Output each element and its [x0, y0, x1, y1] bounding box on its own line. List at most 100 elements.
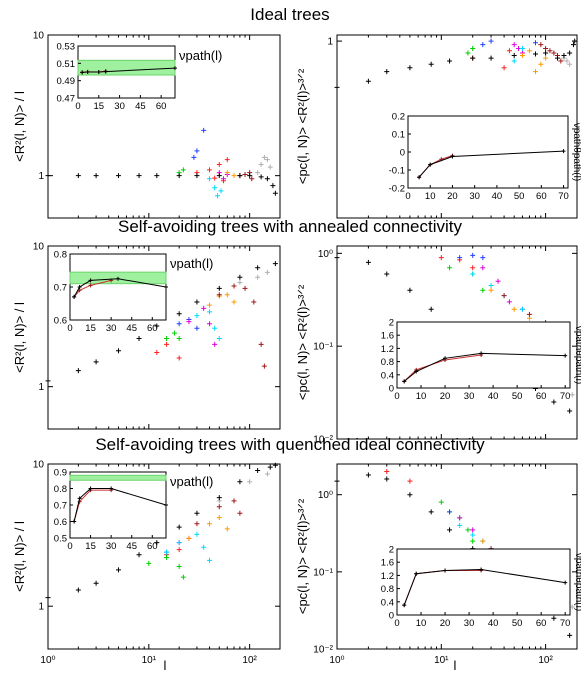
series-1	[438, 499, 476, 544]
data-point	[551, 615, 557, 621]
inset-frame	[69, 471, 167, 539]
data-point	[264, 269, 270, 275]
panel-annealed-left: 1 10 <R²(l, N)> / l 0 15 30 45 60 0.6 0.7 0.8 νpath…	[12, 242, 281, 430]
inset-y-tick-label: 0	[400, 148, 405, 159]
data-point	[255, 468, 261, 474]
data-point	[207, 167, 213, 173]
inset-point	[77, 496, 82, 501]
data-point	[543, 50, 549, 56]
data-point	[207, 521, 213, 527]
y-axis-label: <pᴄ(l, N)> <R²(l)>³ᐟ²	[295, 498, 310, 614]
inset-x-tick-label: 0	[394, 391, 399, 402]
series-5	[186, 515, 230, 541]
data-point	[532, 69, 538, 75]
data-point	[115, 173, 121, 179]
inset-point	[164, 285, 168, 289]
inset-x-tick-label: 45	[135, 101, 146, 112]
inset-x-tick-label: 30	[106, 541, 117, 552]
data-point	[267, 164, 273, 170]
data-point	[564, 58, 570, 64]
y-axis-label: <pᴄ(l, N)> <R²(l)>³ᐟ²	[295, 284, 310, 400]
series-3	[186, 305, 218, 347]
x-tick-label: 10¹	[434, 655, 449, 666]
data-point	[457, 515, 463, 521]
data-point	[447, 509, 453, 515]
data-point	[572, 38, 578, 44]
x-axis-label-left: l	[164, 658, 167, 673]
series-0	[194, 157, 230, 184]
data-point	[75, 368, 81, 374]
inset-y-tick-label: 0.6	[54, 316, 67, 327]
data-point	[569, 392, 575, 398]
inset-y-tick-label: 1.2	[381, 344, 394, 355]
data-point	[255, 274, 261, 280]
inset-point	[80, 70, 85, 75]
data-point	[428, 61, 434, 67]
data-point	[154, 540, 160, 546]
data-point	[194, 173, 200, 179]
series-4	[511, 46, 525, 64]
data-point	[93, 359, 99, 365]
data-point	[447, 265, 453, 271]
data-point	[407, 287, 413, 293]
series-0	[438, 255, 476, 271]
data-point	[45, 378, 51, 384]
data-point	[164, 341, 170, 347]
inset-y-tick-label: 0.9	[54, 468, 67, 479]
data-point	[567, 408, 573, 414]
data-point	[488, 55, 494, 61]
data-point	[558, 58, 564, 64]
inset-x-tick-label: 70	[558, 191, 569, 202]
inset-label: νpathθpath(l)	[573, 553, 581, 611]
panel-frame	[47, 463, 281, 650]
data-point	[470, 265, 476, 271]
data-point	[212, 175, 218, 181]
series-4	[457, 522, 494, 552]
inset-x-tick-label: 0	[67, 541, 72, 552]
data-point	[428, 509, 434, 515]
inset-x-tick-label: 60	[536, 391, 547, 402]
data-point	[470, 252, 476, 258]
inset-x-tick-label: 60	[536, 191, 547, 202]
data-point	[526, 48, 532, 54]
panel-frame	[47, 34, 281, 219]
data-point	[194, 325, 200, 331]
inset-label: νpath(l)	[170, 256, 213, 271]
data-point	[567, 50, 573, 56]
data-point	[334, 478, 340, 484]
data-point	[176, 321, 182, 327]
data-point	[212, 341, 218, 347]
data-point	[194, 299, 200, 305]
y-tick-label: 1	[327, 37, 333, 48]
data-point	[526, 311, 532, 317]
data-point	[480, 255, 486, 261]
data-point	[561, 52, 567, 58]
panel-ideal-right: 1 <pᴄ(l, N)> <R²(l)>³ᐟ² 0 10 20 30 40 50 60 70 -0.…	[295, 34, 581, 219]
inset-frame	[396, 548, 571, 616]
panel-quenched-right: 10⁰ 10¹ 10² 10⁻² 10⁻¹ 10⁰ <pᴄ(l, N)> <R²(l)>³ᐟ…	[295, 463, 581, 666]
inset-point	[88, 283, 93, 288]
inset-x-tick-label: 15	[85, 323, 96, 334]
panel-frame	[47, 245, 281, 430]
series-2	[191, 127, 207, 160]
data-point	[384, 468, 390, 474]
series-5	[519, 48, 549, 75]
y-tick-label: 1	[38, 382, 44, 393]
inset-point	[402, 603, 407, 608]
inset-point	[561, 149, 566, 154]
inset-quenched-right: 0 10 20 30 40 50 60 7000.40.81.21.62νpathθpath(…	[381, 545, 581, 630]
y-tick-label: 10	[33, 460, 45, 471]
data-point	[543, 55, 549, 61]
data-point	[186, 535, 192, 541]
y-tick-label: 10⁻¹	[313, 567, 333, 578]
data-point	[237, 479, 243, 485]
inset-x-tick-label: 30	[464, 391, 475, 402]
series-4	[164, 531, 213, 563]
series-2	[447, 509, 453, 515]
inset-y-tick-label: 0.49	[57, 76, 76, 87]
data-point	[164, 555, 170, 561]
inset-point	[443, 568, 448, 573]
data-point	[264, 471, 270, 477]
